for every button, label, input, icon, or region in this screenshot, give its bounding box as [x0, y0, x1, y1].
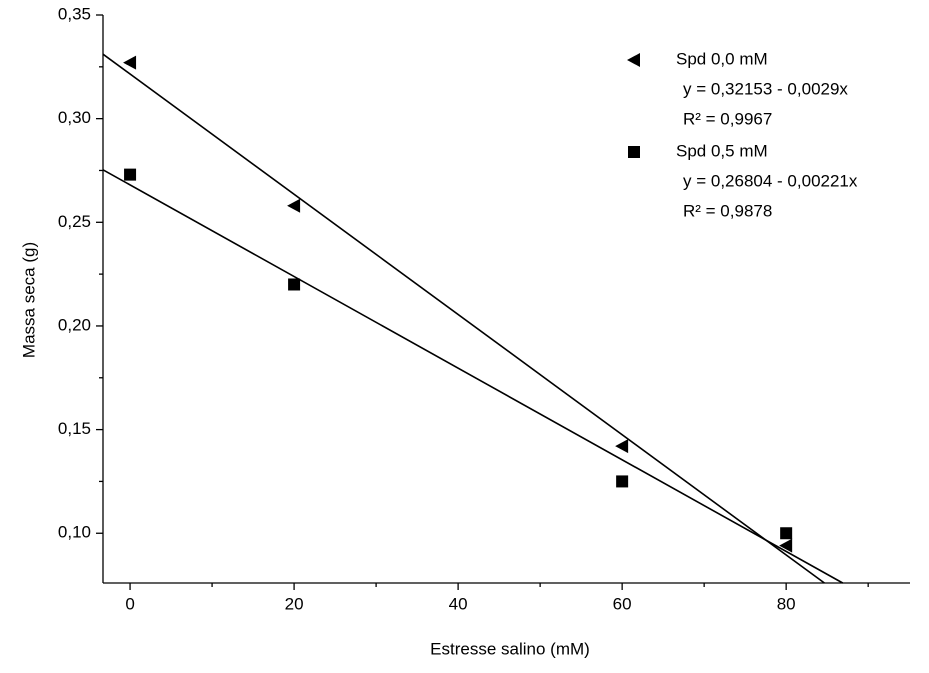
x-axis-label: Estresse salino (mM): [430, 639, 590, 658]
y-tick-label: 0,10: [58, 523, 91, 542]
x-tick-label: 60: [613, 594, 632, 613]
y-tick-label: 0,15: [58, 419, 91, 438]
fit-equation: y = 0,26804 - 0,00221x: [683, 171, 858, 190]
data-point: [615, 439, 629, 454]
legend-marker: [627, 53, 640, 67]
legend-marker: [628, 146, 640, 158]
y-axis-label: Massa seca (g): [19, 242, 38, 358]
fit-r2: R² = 0,9967: [683, 109, 772, 128]
data-point: [287, 198, 301, 213]
legend-label: Spd 0,0 mM: [676, 49, 768, 68]
y-tick-label: 0,30: [58, 108, 91, 127]
fit-line: [102, 169, 844, 584]
data-point: [780, 527, 793, 540]
x-tick-label: 80: [777, 594, 796, 613]
y-tick-label: 0,25: [58, 212, 91, 231]
x-tick-label: 0: [125, 594, 134, 613]
y-tick-label: 0,35: [58, 4, 91, 23]
data-point: [779, 538, 793, 553]
data-point: [123, 55, 137, 70]
legend-label: Spd 0,5 mM: [676, 141, 768, 160]
x-tick-label: 40: [449, 594, 468, 613]
y-tick-label: 0,20: [58, 315, 91, 334]
fit-line: [102, 53, 825, 584]
x-tick-label: 20: [285, 594, 304, 613]
fit-r2: R² = 0,9878: [683, 201, 772, 220]
data-point: [288, 278, 301, 291]
fit-equation: y = 0,32153 - 0,0029x: [683, 79, 848, 98]
data-point: [124, 168, 137, 181]
data-point: [616, 475, 629, 488]
